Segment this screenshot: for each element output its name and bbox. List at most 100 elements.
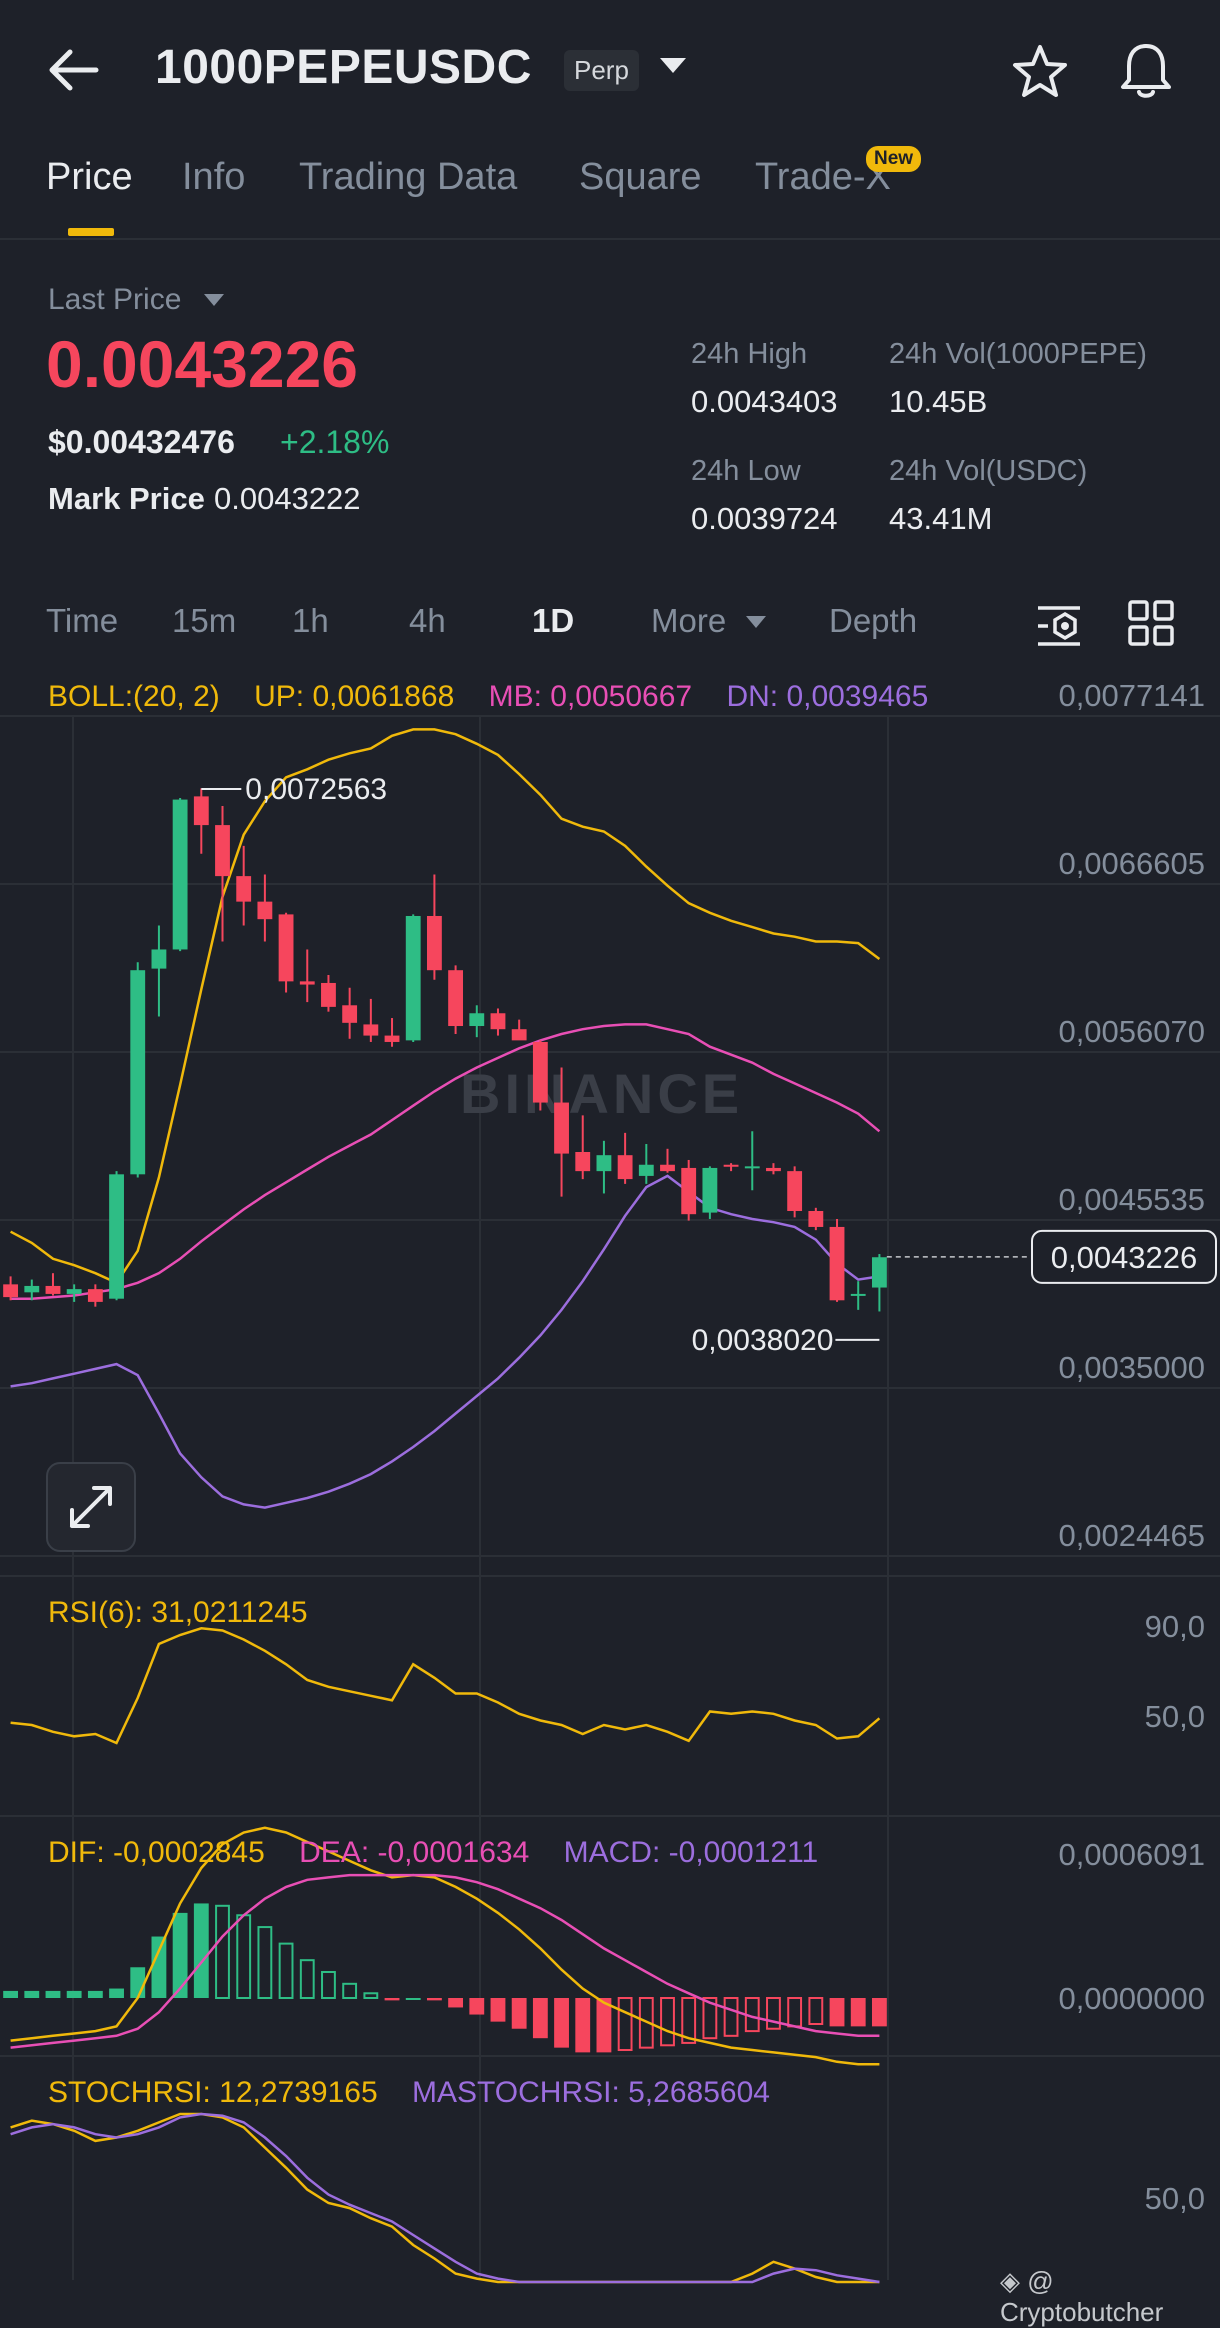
- candle: [702, 1166, 718, 1219]
- macd-hist-bar: [850, 1998, 866, 2027]
- stochrsi-panel: 50,0: [10, 2112, 1205, 2284]
- interval-4h[interactable]: 4h: [409, 602, 446, 639]
- candle-body: [871, 1257, 887, 1288]
- macd-hist-bar: [532, 1998, 548, 2039]
- candle: [278, 912, 294, 993]
- macd-hist-bar: [554, 1998, 569, 2048]
- macd-hist-bar: [66, 1990, 82, 1998]
- symbol-title[interactable]: 1000PEPEUSDC: [155, 41, 532, 94]
- bell-icon[interactable]: [1115, 40, 1177, 102]
- last-price-label[interactable]: Last Price: [48, 283, 182, 316]
- price-tick-label: 0,0077141: [1058, 678, 1205, 713]
- candle: [236, 845, 252, 926]
- rsi-tick-label: 50,0: [1145, 1699, 1205, 1734]
- contract-type-badge: Perp: [564, 50, 639, 91]
- candle-body: [278, 914, 294, 982]
- interval-time[interactable]: Time: [46, 602, 119, 639]
- candle-body: [448, 970, 464, 1027]
- candle-body: [426, 915, 442, 971]
- tab-info[interactable]: Info: [182, 156, 246, 198]
- candle-body: [511, 1029, 527, 1041]
- candle: [766, 1163, 781, 1175]
- candle: [511, 1019, 527, 1041]
- low-annotation-label: 0,0038020: [692, 1324, 834, 1357]
- macd-hist-bar: [469, 1998, 485, 2015]
- candle: [384, 1018, 400, 1047]
- tab-price[interactable]: Price: [46, 156, 133, 198]
- candle-body: [257, 901, 273, 920]
- macd-hist-bar: [236, 1914, 252, 2000]
- price-change-percent: +2.18%: [280, 424, 390, 460]
- candle: [638, 1144, 654, 1184]
- indicator-settings-icon[interactable]: [1034, 600, 1084, 650]
- tab-trading-data[interactable]: Trading Data: [299, 156, 518, 198]
- interval-1h[interactable]: 1h: [292, 602, 329, 639]
- current-price-box: [1031, 1229, 1217, 1284]
- macd-hist-bar: [638, 1997, 654, 2049]
- stat-24h-low-label: 24h Low: [691, 455, 801, 487]
- back-arrow-icon[interactable]: [44, 40, 104, 100]
- star-icon[interactable]: [1010, 42, 1070, 102]
- candle-body: [596, 1155, 612, 1172]
- macd-hist-bar: [617, 1997, 633, 2052]
- macd-hist-bar: [130, 1967, 146, 1998]
- stat-24h-vol-base-value: 10.45B: [889, 384, 988, 419]
- candle: [193, 788, 209, 854]
- chart-grid: [0, 715, 1220, 2280]
- candle: [681, 1159, 697, 1221]
- macd-dif: DIF: -0,0002845: [48, 1836, 265, 1869]
- stat-24h-high-value: 0.0043403: [691, 384, 838, 419]
- interval-bar: Time 15m 1h 4h 1D More Depth: [0, 590, 1220, 656]
- candle-body: [66, 1289, 82, 1294]
- candle: [87, 1284, 103, 1307]
- candle-body: [342, 1005, 358, 1023]
- candle-body: [766, 1167, 781, 1172]
- chevron-down-icon[interactable]: [660, 58, 686, 73]
- bollinger-bands: [10, 728, 881, 1509]
- mastochrsi-value: MASTOCHRSI: 5,2685604: [411, 2076, 770, 2109]
- candle: [45, 1273, 61, 1296]
- boll-name: BOLL:(20, 2): [48, 680, 220, 713]
- price-tick-label: 0,0066605: [1058, 846, 1205, 881]
- interval-more[interactable]: More: [651, 602, 727, 639]
- interval-depth[interactable]: Depth: [829, 602, 918, 639]
- interval-15m[interactable]: 15m: [172, 602, 237, 639]
- mark-price-label: Mark Price: [48, 481, 205, 516]
- stat-24h-vol-base-label: 24h Vol(1000PEPE): [889, 338, 1147, 370]
- candle-body: [660, 1164, 675, 1172]
- credit-text: @ Cryptobutcher: [1000, 2266, 1164, 2327]
- candle: [723, 1163, 739, 1172]
- last-price: 0.0043226: [46, 327, 358, 401]
- candle-body: [45, 1285, 61, 1294]
- grid-layout-icon[interactable]: [1126, 598, 1176, 648]
- candle: [363, 998, 379, 1042]
- candle: [871, 1254, 887, 1312]
- candle-body: [638, 1164, 654, 1176]
- macd-hist-bar: [575, 1998, 591, 2053]
- candle-body: [532, 1041, 548, 1103]
- candle: [469, 1005, 485, 1038]
- candle: [66, 1284, 82, 1302]
- candle: [257, 874, 273, 942]
- macd-hist-bar: [87, 1990, 103, 1998]
- macd-dif-line: [10, 1826, 880, 2066]
- caret-down-icon[interactable]: [204, 294, 224, 306]
- interval-1d[interactable]: 1D: [532, 602, 575, 639]
- candle: [299, 949, 315, 1003]
- macd-hist-bar: [702, 1997, 718, 2040]
- boll-up: UP: 0,0061868: [254, 680, 455, 713]
- candle: [808, 1207, 824, 1231]
- caret-down-icon[interactable]: [746, 616, 766, 628]
- candle: [744, 1131, 760, 1191]
- usd-price: $0.00432476: [48, 424, 235, 460]
- macd-hist-bar: [24, 1990, 40, 1998]
- fullscreen-button[interactable]: [46, 1462, 136, 1552]
- candle-body: [363, 1024, 379, 1036]
- mastochrsi-line: [10, 2112, 880, 2284]
- macd-hist-bar: [681, 1997, 697, 2044]
- candle-body: [829, 1226, 845, 1301]
- tab-square[interactable]: Square: [579, 156, 702, 198]
- rsi-panel: 90,0 50,0: [10, 1609, 1205, 1745]
- macd-hist-bar: [257, 1926, 273, 1999]
